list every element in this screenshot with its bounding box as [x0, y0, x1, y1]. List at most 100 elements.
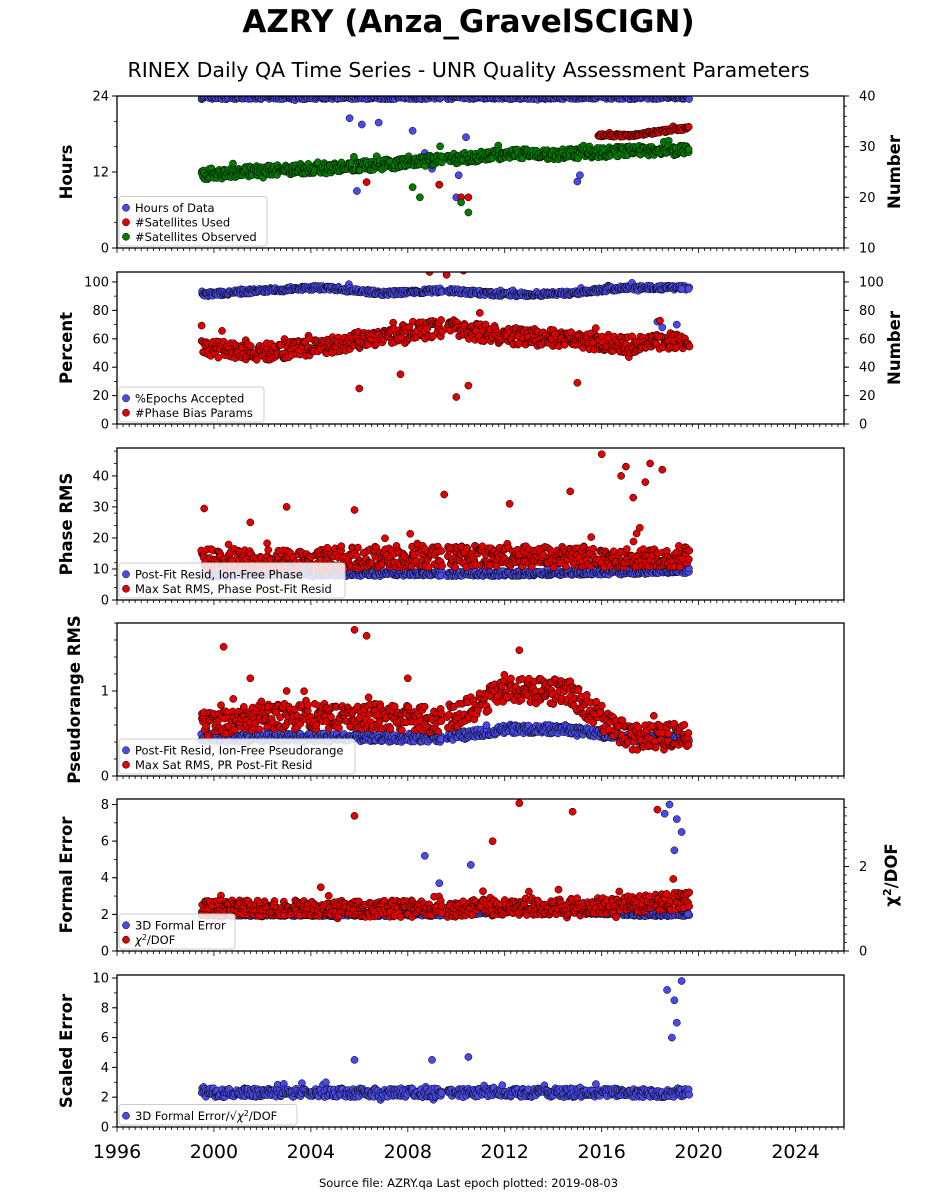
data-point — [381, 534, 389, 543]
data-point — [337, 542, 346, 551]
figure-subtitle: RINEX Daily QA Time Series - UNR Quality… — [127, 58, 810, 82]
figure-title: AZRY (Anza_GravelSCIGN) — [242, 4, 695, 40]
series-blue-0 — [198, 279, 693, 332]
legend-label: #Phase Bias Params — [135, 406, 253, 420]
data-point — [635, 523, 644, 532]
legend-label: Max Sat RMS, Phase Post-Fit Resid — [135, 582, 332, 596]
data-point — [459, 272, 468, 275]
legend-marker — [122, 203, 130, 212]
y-tick-label: 24 — [92, 90, 109, 105]
legend-marker — [122, 232, 130, 241]
series-red-1 — [197, 272, 694, 401]
data-point — [436, 142, 444, 151]
legend-label: #Satellites Used — [135, 215, 230, 229]
y2-axis-label: Number — [885, 310, 904, 385]
y-tick-label: 80 — [92, 304, 109, 319]
data-point — [677, 285, 686, 293]
data-point — [622, 462, 630, 471]
y2-tick-label: 80 — [859, 304, 876, 319]
legend-box — [118, 196, 268, 247]
legend-label: Post-Fit Resid, Ion-Free Phase — [135, 567, 303, 581]
data-point — [672, 320, 681, 329]
data-point — [683, 88, 690, 95]
data-point — [197, 321, 206, 330]
data-point — [475, 309, 484, 317]
data-point — [353, 187, 361, 195]
data-point — [229, 96, 232, 97]
data-point — [323, 543, 332, 552]
y-tick-label: 0 — [101, 242, 109, 257]
data-point — [440, 490, 449, 499]
y2-tick-label: 20 — [859, 389, 876, 404]
data-point — [218, 327, 226, 335]
data-point — [451, 563, 459, 571]
data-point — [350, 152, 358, 161]
y2-axis-label: Number — [885, 134, 904, 209]
data-point — [438, 562, 446, 570]
y-axis-label: Percent — [57, 312, 76, 384]
data-point — [454, 171, 463, 180]
y2-tick-label: 60 — [859, 332, 876, 347]
data-point — [684, 145, 693, 154]
data-point — [685, 96, 693, 103]
legend-marker — [122, 408, 130, 417]
y-tick-label: 40 — [92, 469, 109, 484]
data-point — [435, 180, 444, 189]
data-point — [437, 316, 445, 324]
data-point — [505, 499, 514, 508]
y-axis-label: Hours — [57, 144, 76, 199]
data-point — [561, 562, 570, 571]
data-point — [416, 193, 424, 202]
data-point — [591, 324, 600, 332]
legend-marker — [122, 570, 130, 579]
y-tick-label: 100 — [84, 275, 109, 290]
data-point — [617, 472, 625, 480]
data-point — [252, 355, 261, 364]
data-point — [408, 183, 417, 192]
data-point — [629, 537, 638, 546]
legend-marker — [122, 584, 130, 593]
y-tick-label: 30 — [92, 500, 109, 515]
data-point — [406, 529, 415, 538]
y2-tick-label: 100 — [859, 275, 884, 290]
series-points — [197, 272, 694, 401]
panel-2: 020406080100Percent020406080100Number%Ep… — [57, 271, 904, 433]
y-tick-label: 10 — [92, 562, 109, 577]
data-point — [452, 393, 461, 401]
data-point — [362, 178, 371, 186]
data-point — [685, 546, 694, 555]
data-point — [345, 114, 354, 123]
data-point — [566, 487, 575, 496]
legend-marker — [122, 394, 130, 403]
legend-marker — [122, 218, 130, 227]
data-point — [464, 208, 473, 217]
data-point — [264, 546, 273, 554]
legend-label: %Epochs Accepted — [135, 391, 244, 405]
data-point — [597, 450, 606, 459]
data-point — [587, 533, 596, 541]
data-point — [354, 543, 362, 552]
data-point — [684, 122, 693, 131]
data-point — [200, 504, 209, 513]
series-points — [197, 450, 694, 582]
data-point — [481, 320, 490, 329]
y-tick-label: 20 — [92, 389, 109, 404]
y2-tick-label: 10 — [859, 242, 876, 257]
y2-tick-label: 0 — [859, 418, 867, 433]
data-point — [464, 381, 473, 390]
data-point — [646, 459, 654, 468]
data-point — [685, 555, 693, 564]
data-point — [576, 171, 584, 180]
y-axis-label: Phase RMS — [57, 473, 76, 576]
data-point — [676, 563, 684, 571]
data-point — [408, 126, 417, 135]
series-red-1 — [197, 450, 694, 575]
data-point — [684, 284, 693, 293]
y-tick-label: 0 — [101, 418, 109, 433]
data-point — [457, 198, 465, 207]
data-point — [357, 120, 366, 129]
y-tick-label: 60 — [92, 332, 109, 347]
